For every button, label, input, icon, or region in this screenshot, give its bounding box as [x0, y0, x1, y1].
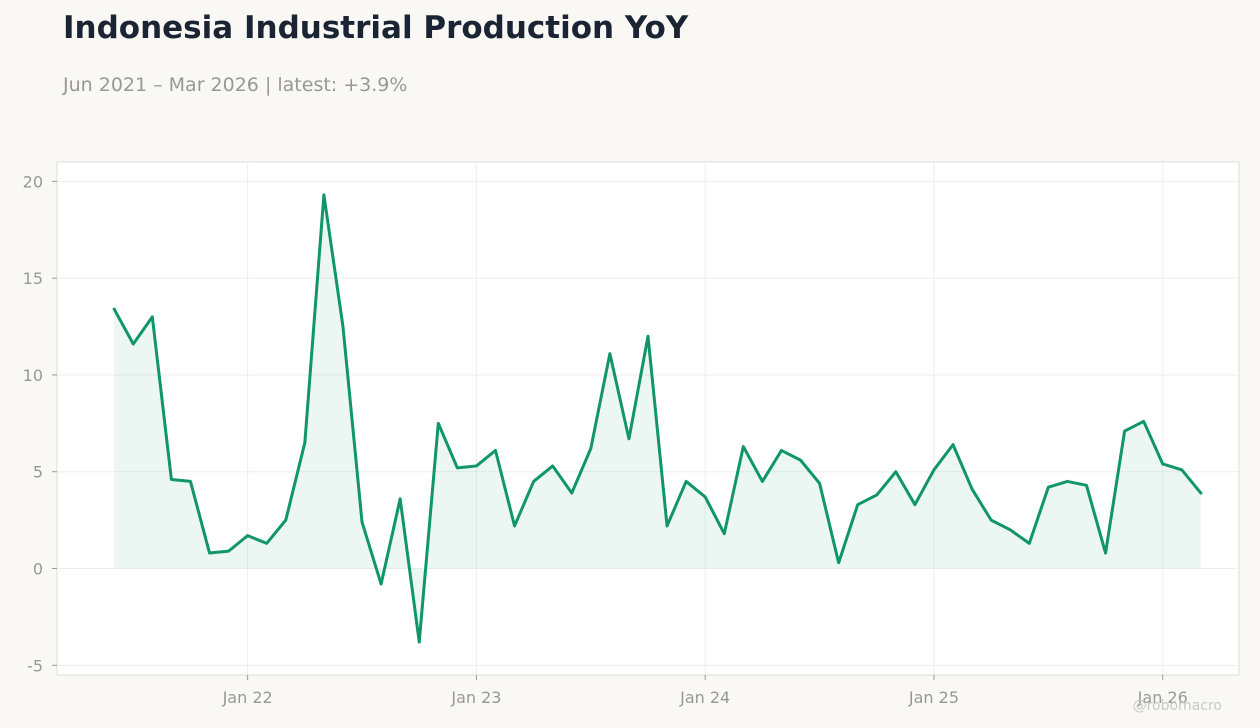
data-point — [513, 524, 516, 528]
y-tick-label: 20 — [23, 172, 43, 191]
chart-subtitle: Jun 2021 – Mar 2026 | latest: +3.9% — [63, 74, 408, 96]
data-point — [818, 482, 821, 485]
data-point — [894, 470, 898, 473]
data-point — [780, 449, 783, 452]
series-area — [114, 194, 1201, 643]
y-tick-label: 15 — [23, 269, 43, 288]
data-point — [684, 480, 688, 483]
data-point — [1104, 551, 1107, 555]
data-point — [189, 480, 192, 483]
x-tick-label: Jan 26 — [1137, 688, 1188, 707]
grid-lines — [57, 162, 1239, 675]
data-point — [1161, 462, 1164, 466]
x-axis: Jan 22 Jan 23 Jan 24 Jan 25 Jan 26 — [222, 675, 1188, 707]
data-point — [932, 468, 936, 471]
x-tick-label: Jan 23 — [450, 688, 501, 707]
x-tick-label: Jan 25 — [908, 688, 959, 707]
watermark: @robomacro — [1132, 698, 1222, 714]
line-layer — [112, 193, 1203, 644]
plot-frame — [56, 161, 1240, 676]
y-tick-label: 5 — [33, 463, 43, 482]
data-point — [284, 518, 287, 522]
data-point — [913, 503, 917, 506]
data-point — [723, 532, 726, 535]
data-point — [1009, 528, 1012, 532]
data-point — [627, 437, 631, 441]
data-point — [570, 491, 573, 495]
data-point — [589, 447, 593, 450]
x-tick-label: Jan 24 — [679, 688, 730, 707]
data-point — [494, 449, 497, 452]
data-point — [112, 307, 116, 311]
data-point — [742, 445, 745, 448]
data-point — [379, 582, 383, 586]
data-point — [703, 495, 707, 499]
data-point — [1028, 542, 1031, 545]
y-axis: -5 0 5 10 15 20 — [23, 172, 57, 675]
data-point — [1047, 486, 1050, 489]
data-point — [246, 534, 249, 537]
data-point — [170, 478, 173, 481]
data-point — [1142, 420, 1145, 423]
data-point — [761, 480, 764, 483]
data-point — [989, 518, 993, 522]
data-point — [437, 422, 440, 425]
data-point — [951, 443, 955, 446]
data-point — [856, 503, 859, 506]
data-point — [418, 640, 421, 644]
data-point — [875, 493, 878, 497]
points-layer — [112, 193, 1203, 644]
data-point — [456, 466, 459, 470]
y-tick-label: 0 — [33, 560, 43, 579]
data-point — [151, 315, 154, 319]
y-tick-label: -5 — [27, 656, 43, 675]
data-point — [475, 464, 478, 468]
data-point — [227, 549, 230, 553]
series-line — [112, 193, 1203, 644]
data-point — [132, 342, 135, 346]
data-point — [398, 497, 402, 501]
data-point — [303, 441, 307, 444]
data-point — [341, 325, 345, 328]
data-point — [1180, 468, 1184, 471]
data-point — [360, 520, 364, 524]
data-point — [799, 458, 802, 462]
data-point — [1085, 484, 1088, 487]
x-tick-label: Jan 22 — [222, 688, 273, 707]
data-point — [646, 335, 650, 338]
data-point — [970, 487, 974, 491]
area-layer — [114, 194, 1201, 643]
data-point — [1199, 491, 1203, 495]
data-point — [1123, 429, 1126, 433]
data-point — [532, 480, 535, 483]
data-point — [837, 561, 840, 564]
data-point — [322, 193, 326, 197]
data-point — [1066, 480, 1069, 483]
data-point — [208, 551, 211, 555]
data-point — [551, 464, 554, 468]
chart-title: Indonesia Industrial Production YoY — [63, 10, 689, 46]
data-point — [608, 352, 612, 355]
data-point — [265, 542, 268, 545]
data-point — [665, 524, 669, 528]
y-tick-label: 10 — [23, 366, 43, 385]
